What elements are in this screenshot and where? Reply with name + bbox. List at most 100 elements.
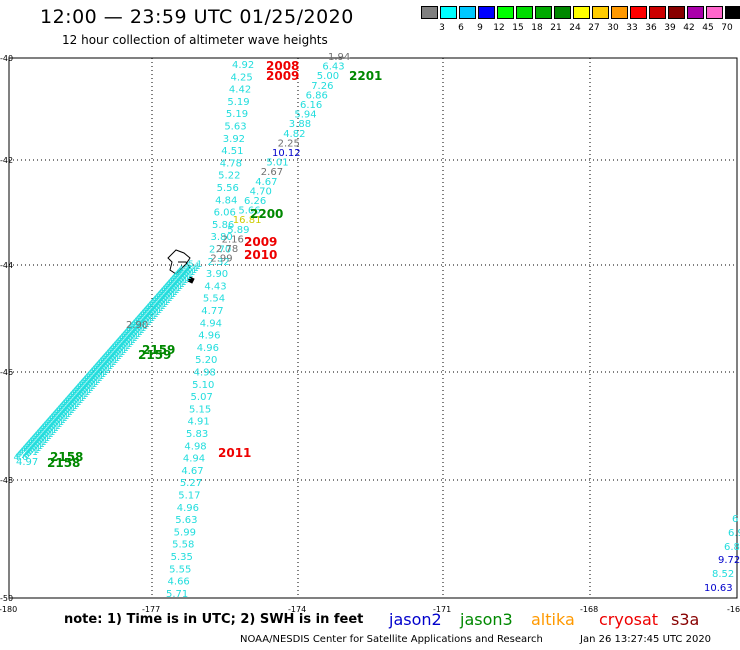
- swh-value: 4.96: [177, 503, 199, 514]
- swh-value-dense: 4.6: [24, 441, 39, 451]
- swh-value-dense: 4.6: [85, 371, 100, 381]
- swh-value-dense: 4.6: [101, 353, 116, 363]
- swh-value-dense: 4.6: [145, 303, 160, 313]
- swh-value-dense: 4.6: [75, 383, 90, 393]
- swh-value-dense: 4.6: [54, 407, 69, 417]
- swh-value-dense: 5.1: [111, 348, 125, 358]
- swh-value-dense: 4.6: [112, 341, 127, 351]
- swh-value-dense: 4.6: [78, 379, 93, 389]
- swh-value: 5.86: [212, 220, 234, 231]
- swh-value-dense: 4.6: [35, 429, 50, 439]
- swh-value-dense: 5.1: [155, 298, 169, 308]
- swh-value: 3.88: [289, 119, 311, 130]
- swh-value-dense: 4.6: [103, 351, 118, 361]
- swh-value-dense: 5.1: [53, 414, 67, 424]
- swh-value: 4.66: [168, 577, 190, 588]
- swh-value-dense: 5.1: [127, 330, 141, 340]
- swh-value-dense: 4.6: [105, 349, 120, 359]
- swh-value-dense: 5.1: [39, 430, 53, 440]
- swh-value-dense: 4.6: [162, 283, 177, 293]
- legend-label: 36: [645, 23, 657, 33]
- swh-value-dense: 4.6: [22, 443, 37, 453]
- swh-value-dense: 5.1: [129, 328, 143, 338]
- swh-value-dense: 5.1: [78, 386, 92, 396]
- swh-value-dense: 5.1: [101, 360, 115, 370]
- axis-labels: -40 -42 -44 -46 -48 -50 -180 -177 -174 -171 -168 -1…: [0, 54, 740, 614]
- swh-value-dense: 4.6: [15, 451, 30, 461]
- swh-value-dense: 4.6: [164, 281, 179, 291]
- swh-value-dense: 5.1: [113, 346, 127, 356]
- swh-value-dense: 5.1: [116, 342, 130, 352]
- satellite-jason3: jason3: [460, 610, 513, 629]
- swh-value-dense: 4.6: [115, 337, 130, 347]
- swh-value: 6.9: [728, 528, 740, 539]
- swh-value-dense: 4.6: [129, 321, 144, 331]
- swh-value-dense: 4.6: [43, 419, 58, 429]
- swh-value-dense: 5.1: [97, 364, 111, 374]
- swh-value-dense: 5.1: [146, 308, 160, 318]
- swh-value-dense: 4.6: [21, 445, 36, 455]
- swh-value: 5.35: [171, 552, 193, 563]
- swh-value: 5.63: [175, 515, 197, 526]
- swh-value: 6.16: [300, 100, 322, 111]
- swh-value-dense: 4.6: [50, 411, 65, 421]
- swh-value-dense: 4.6: [26, 439, 41, 449]
- swh-value-dense: 4.6: [152, 295, 167, 305]
- swh-value: 1.94: [328, 52, 350, 63]
- legend-swatch: [649, 6, 666, 19]
- swh-value: 4.25: [230, 72, 252, 83]
- swh-value-dense: 5.1: [85, 378, 99, 388]
- swh-value-dense: 5.1: [38, 432, 52, 442]
- swh-value-dense: 5.1: [160, 292, 174, 302]
- satellite-altika: altika: [531, 610, 575, 629]
- swh-value: 9.72: [718, 555, 740, 566]
- swh-value-dense: 4.6: [36, 427, 51, 437]
- swh-value-dense: 4.6: [169, 275, 184, 285]
- swh-value-dense: 5.1: [67, 398, 81, 408]
- legend-swatch: [573, 6, 590, 19]
- swh-value-dense: 4.6: [31, 433, 46, 443]
- swh-value-dense: 5.1: [120, 338, 134, 348]
- time-label: 2158: [50, 450, 83, 464]
- swh-value: 5.66: [238, 206, 260, 217]
- time-label: 2159: [138, 348, 171, 362]
- swh-value-dense: 4.6: [52, 409, 67, 419]
- swh-value-dense: 5.1: [123, 334, 137, 344]
- swh-value-dense: 5.1: [176, 274, 190, 284]
- swh-value-dense: 4.6: [166, 279, 181, 289]
- swh-value: 2.99: [210, 254, 232, 265]
- swh-value: 4.92: [232, 60, 254, 71]
- swh-value-dense: 4.6: [168, 277, 183, 287]
- swh-value-dense: 4.6: [77, 381, 92, 391]
- swh-value-dense: 5.1: [71, 394, 85, 404]
- lat-label: -40: [0, 54, 13, 63]
- swh-value-dense: 5.1: [164, 288, 178, 298]
- swh-value-dense: 5.1: [174, 276, 188, 286]
- swh-value-dense: 4.6: [56, 405, 71, 415]
- swh-value: 5.63: [224, 122, 246, 133]
- swh-value: 4.51: [221, 146, 243, 157]
- legend-label: 27: [588, 23, 600, 33]
- page-title: 12:00 — 23:59 UTC 01/25/2020: [40, 6, 354, 28]
- swh-value-dense: 4.6: [63, 397, 78, 407]
- swh-value-dense: 5.1: [158, 294, 172, 304]
- swh-value: 3.80: [211, 232, 233, 243]
- swh-value-dense: 5.1: [52, 416, 66, 426]
- swh-value-dense: 4.6: [96, 359, 111, 369]
- swh-value-dense: 5.1: [118, 340, 132, 350]
- swh-value-dense: 4.6: [134, 315, 149, 325]
- swh-value: 2.16: [222, 234, 244, 245]
- swh-value-dense: 4.6: [40, 423, 55, 433]
- swh-value-dense: 4.6: [126, 325, 141, 335]
- swh-value-dense: 5.1: [32, 438, 46, 448]
- legend-label: 9: [477, 23, 483, 33]
- swh-value: 5.94: [294, 110, 316, 121]
- footnote: note: 1) Time is in UTC; 2) SWH is in fe…: [64, 612, 364, 627]
- time-label: 2159: [142, 343, 175, 357]
- swh-value-dense: 5.1: [102, 358, 116, 368]
- swh-value-dense: 4.6: [49, 413, 64, 423]
- legend-label: 18: [531, 23, 543, 33]
- legend-swatch: [668, 6, 685, 19]
- swh-value: 4.42: [229, 85, 251, 96]
- swh-value: 4.94: [200, 318, 222, 329]
